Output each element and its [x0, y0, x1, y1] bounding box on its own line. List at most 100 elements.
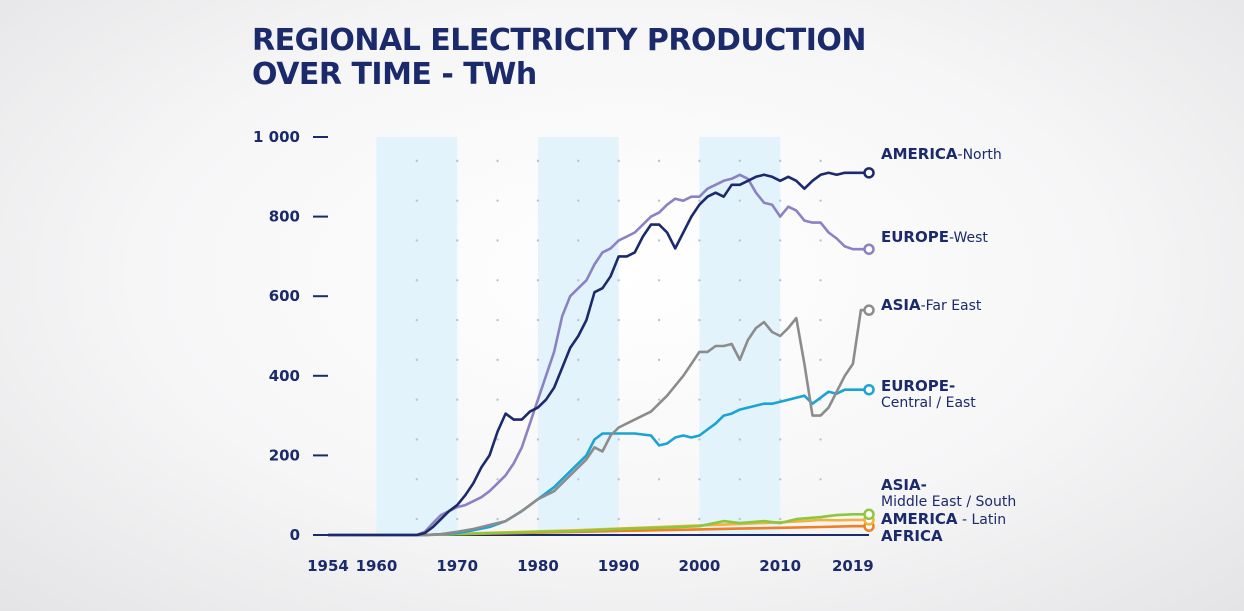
grid-dot	[617, 318, 620, 322]
grid-dot	[819, 478, 822, 481]
grid-dot	[415, 517, 419, 521]
series-end-marker-europe-central-east	[863, 383, 875, 396]
grid-dot	[657, 438, 661, 441]
grid-dot	[698, 199, 701, 202]
grid-dot	[698, 438, 701, 441]
label-africa: AFRICA	[881, 528, 943, 545]
grid-dot	[577, 517, 580, 521]
grid-dot	[536, 159, 540, 163]
grid-dot	[819, 438, 822, 441]
grid-dot	[415, 478, 419, 481]
grid-dot	[819, 159, 822, 163]
grid-dot	[657, 398, 661, 401]
grid-dot	[778, 239, 782, 242]
grid-dot	[738, 239, 742, 242]
grid-dot	[536, 438, 540, 441]
y-tick-label: 400	[269, 367, 300, 385]
x-tick-label: 1954	[307, 557, 349, 575]
label-america-north: AMERICA-North	[881, 146, 1002, 163]
grid-dot	[738, 478, 742, 481]
label-asia-middle-east-south: ASIA- Middle East / South	[881, 477, 1016, 510]
grid-dot	[577, 438, 580, 441]
grid-dot	[617, 478, 620, 481]
grid-dot	[455, 318, 459, 322]
series-end-markers	[863, 167, 875, 532]
grid-dot	[496, 199, 499, 202]
grid-dot	[496, 358, 499, 362]
label-europe-central-east-region: EUROPE	[881, 377, 949, 395]
grid-dot	[415, 239, 419, 242]
label-america-north-detail: -North	[957, 147, 1002, 163]
grid-dot	[617, 159, 620, 163]
dotted-grid	[415, 159, 822, 521]
label-america-latin-region: AMERICA	[881, 510, 958, 528]
grid-dot	[536, 318, 540, 322]
y-axis: 0 200 400 600 800 1 000	[253, 128, 328, 544]
grid-dot	[496, 159, 499, 163]
chart-title-line2: OVER TIME - TWh	[252, 57, 537, 92]
grid-dot	[738, 318, 742, 322]
grid-dot	[455, 279, 459, 282]
grid-dot	[657, 239, 661, 242]
grid-dot	[778, 517, 782, 521]
label-america-north-region: AMERICA	[881, 145, 958, 163]
grid-dot	[617, 279, 620, 282]
grid-dot	[617, 199, 620, 202]
grid-dot	[455, 438, 459, 441]
grid-dot	[617, 398, 620, 401]
grid-dot	[778, 438, 782, 441]
grid-dot	[496, 279, 499, 282]
grid-dot	[577, 239, 580, 242]
grid-dot	[778, 318, 782, 322]
grid-dot	[455, 398, 459, 401]
grid-dot	[698, 517, 701, 521]
y-tick-label: 1 000	[253, 128, 300, 146]
grid-dot	[819, 358, 822, 362]
y-tick-label: 800	[269, 208, 300, 226]
grid-dot	[577, 478, 580, 481]
label-europe-west: EUROPE-West	[881, 229, 988, 246]
grid-dot	[819, 199, 822, 202]
grid-dot	[617, 517, 620, 521]
grid-dot	[415, 279, 419, 282]
grid-dot	[496, 398, 499, 401]
grid-dot	[496, 239, 499, 242]
label-europe-west-detail: -West	[948, 230, 988, 246]
grid-dot	[496, 318, 499, 322]
label-asia-far-east-region: ASIA	[881, 296, 921, 314]
grid-dot	[577, 358, 580, 362]
grid-dot	[819, 279, 822, 282]
decade-band-1960	[376, 137, 458, 535]
label-asia-middle-east-south-region: ASIA	[881, 476, 921, 494]
grid-dot	[415, 438, 419, 441]
y-tick-label: 200	[269, 446, 300, 464]
grid-dot	[455, 517, 459, 521]
x-tick-label: 2010	[759, 557, 801, 575]
grid-dot	[698, 318, 701, 322]
x-tick-label: 2000	[679, 557, 721, 575]
grid-dot	[415, 318, 419, 322]
x-tick-label: 1970	[436, 557, 478, 575]
grid-dot	[819, 318, 822, 322]
x-tick-label: 2019	[832, 557, 874, 575]
label-europe-west-region: EUROPE	[881, 228, 949, 246]
decade-band-2000	[699, 137, 781, 535]
grid-dot	[738, 398, 742, 401]
grid-dot	[415, 199, 419, 202]
grid-dot	[415, 398, 419, 401]
grid-dot	[698, 478, 701, 481]
grid-dot	[577, 159, 580, 163]
grid-dot	[577, 199, 580, 202]
grid-dot	[698, 279, 701, 282]
series-line-america-north	[328, 171, 869, 537]
series-end-marker-america-north	[863, 167, 875, 179]
grid-dot	[536, 279, 540, 282]
grid-dot	[738, 279, 742, 282]
grid-dot	[657, 517, 661, 521]
y-tick-label: 600	[269, 287, 300, 305]
grid-dot	[415, 358, 419, 362]
grid-dot	[455, 239, 459, 242]
grid-dot	[455, 478, 459, 481]
chart-title-line1: REGIONAL ELECTRICITY PRODUCTION	[252, 23, 867, 58]
series-end-marker-europe-west	[863, 243, 875, 255]
